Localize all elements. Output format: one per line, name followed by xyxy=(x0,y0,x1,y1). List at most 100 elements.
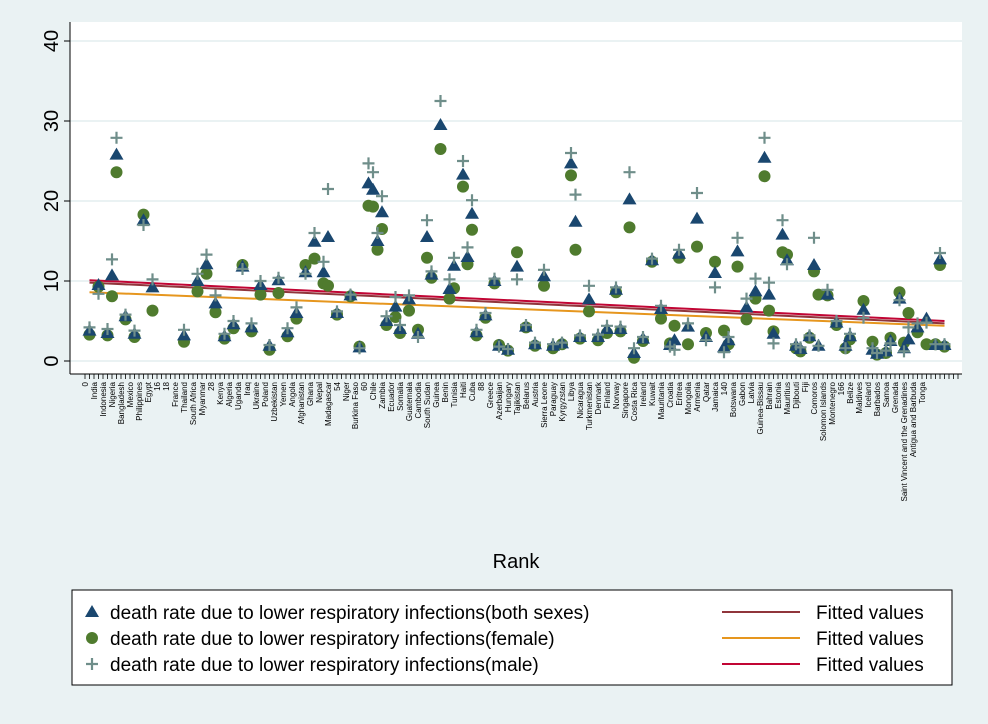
legend: death rate due to lower respiratory infe… xyxy=(71,589,953,686)
data-point-plus xyxy=(191,267,204,280)
data-point-plus xyxy=(344,288,357,301)
data-point-plus xyxy=(488,272,501,285)
data-point-plus xyxy=(470,323,483,336)
x-tick-label: Hungary xyxy=(504,382,513,412)
data-point-plus xyxy=(880,344,892,357)
data-point-plus xyxy=(812,339,825,352)
x-tick-label: Mexico xyxy=(126,381,135,407)
data-point-circle xyxy=(421,251,433,264)
data-point-circle xyxy=(812,288,825,301)
x-tick-label: Qatar xyxy=(702,382,711,402)
x-tick-label: Yemen xyxy=(279,382,288,407)
fitted-line xyxy=(89,281,945,325)
data-point-triangle xyxy=(375,205,389,218)
x-tick-label: Grenada xyxy=(891,381,900,413)
data-point-plus xyxy=(110,131,123,144)
data-point-plus xyxy=(299,267,312,280)
data-point-circle xyxy=(682,338,694,351)
x-tick-label: Benin xyxy=(441,382,450,402)
x-tick-label: Solomon Islands xyxy=(819,382,828,441)
data-point-circle xyxy=(709,255,721,268)
data-point-plus xyxy=(308,227,321,239)
data-point-plus xyxy=(425,265,438,278)
data-point-plus xyxy=(389,291,402,303)
data-point-plus xyxy=(722,331,735,343)
data-point-plus xyxy=(520,319,532,331)
x-tick-label: Tunisia xyxy=(450,381,459,407)
data-point-plus xyxy=(178,323,190,336)
x-tick-label: Libya xyxy=(567,381,576,401)
data-point-plus xyxy=(565,147,577,159)
x-tick-label: 166 xyxy=(837,381,846,395)
x-tick-label: Iceland xyxy=(864,382,873,408)
data-point-plus xyxy=(682,317,694,330)
x-tick-label: 88 xyxy=(477,381,486,390)
data-point-triangle xyxy=(316,265,331,278)
data-point-plus xyxy=(623,166,636,179)
data-point-plus xyxy=(227,315,240,327)
data-point-plus xyxy=(709,281,721,294)
data-point-circle xyxy=(254,288,267,301)
data-point-triangle xyxy=(105,268,119,281)
x-tick-label: 28 xyxy=(207,381,216,390)
x-tick-label: 0 xyxy=(81,381,90,386)
data-point-circle xyxy=(371,243,384,256)
data-point-plus xyxy=(781,258,793,271)
data-point-plus xyxy=(898,345,910,358)
x-tick-label: Denmark xyxy=(594,381,603,414)
legend-box xyxy=(71,589,953,686)
data-point-circle xyxy=(434,143,447,155)
data-point-circle xyxy=(902,307,915,319)
y-tick-label: 20 xyxy=(41,190,63,212)
data-point-circle xyxy=(731,260,744,273)
x-tick-label: Latvia xyxy=(747,381,756,403)
legend-label: Fitted values xyxy=(816,629,924,650)
data-point-plus xyxy=(479,307,492,319)
x-tick-label: Guinea-Bissau xyxy=(756,382,765,434)
legend-label: Fitted values xyxy=(816,655,924,676)
data-point-plus xyxy=(502,343,514,355)
data-point-triangle xyxy=(775,227,790,240)
x-tick-label: Austria xyxy=(531,381,540,406)
data-point-triangle xyxy=(901,332,916,345)
data-point-plus xyxy=(83,321,96,334)
x-tick-label: Kenya xyxy=(216,381,225,404)
x-tick-label: Bahrain xyxy=(765,382,774,410)
data-point-plus xyxy=(493,340,505,353)
data-point-plus xyxy=(871,347,883,359)
x-tick-label: Armenia xyxy=(693,381,702,411)
x-tick-label: Finland xyxy=(603,382,612,408)
data-point-triangle xyxy=(510,259,524,272)
data-point-plus xyxy=(353,342,366,355)
data-point-triangle xyxy=(190,274,205,286)
x-tick-label: Bangladesh xyxy=(117,382,126,424)
data-point-plus xyxy=(857,311,870,324)
data-point-circle xyxy=(758,170,771,183)
data-point-circle xyxy=(866,335,879,348)
data-point-plus xyxy=(448,251,460,264)
fitted-line xyxy=(89,291,945,327)
data-point-plus xyxy=(101,323,114,335)
data-point-triangle xyxy=(766,326,781,339)
data-point-triangle xyxy=(109,147,124,160)
data-point-plus xyxy=(200,248,213,261)
data-point-plus xyxy=(128,324,141,337)
data-point-circle xyxy=(583,305,595,318)
data-point-plus xyxy=(272,271,285,284)
y-tick-label: 40 xyxy=(41,30,63,52)
x-tick-label: 54 xyxy=(333,381,342,390)
x-tick-label: Greece xyxy=(486,381,495,408)
x-tick-label: Saint Vincent and the Grenadines xyxy=(900,382,909,502)
x-tick-label: Jamaica xyxy=(711,381,720,411)
x-tick-label: Costa Rica xyxy=(630,381,639,421)
data-point-plus xyxy=(547,338,559,351)
data-point-triangle xyxy=(307,234,322,247)
data-point-circle xyxy=(538,279,550,292)
x-tick-label: Paraguay xyxy=(549,382,558,416)
data-point-circle xyxy=(200,267,213,280)
data-point-circle xyxy=(763,304,775,317)
data-point-plus xyxy=(376,190,388,203)
data-point-triangle xyxy=(208,296,223,309)
x-tick-label: Belarus xyxy=(522,382,531,409)
